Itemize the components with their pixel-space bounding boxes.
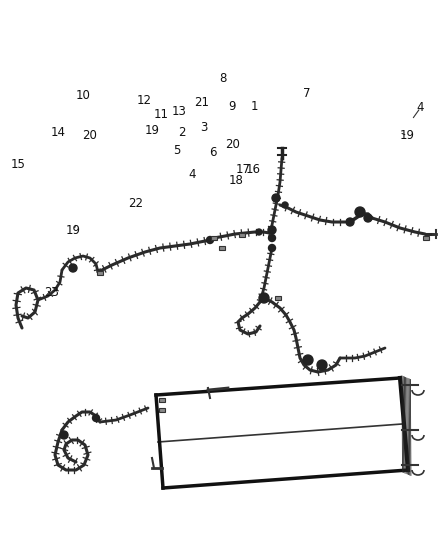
Text: 5: 5: [173, 144, 180, 157]
Circle shape: [355, 207, 365, 217]
Bar: [275, 296, 281, 300]
Text: 7: 7: [303, 87, 311, 100]
Circle shape: [364, 214, 372, 222]
Text: 23: 23: [44, 286, 59, 298]
Bar: [219, 246, 225, 250]
Circle shape: [69, 264, 77, 272]
Bar: [159, 408, 165, 412]
Circle shape: [303, 355, 313, 365]
Text: 4: 4: [417, 101, 424, 114]
Circle shape: [268, 226, 276, 234]
Text: 9: 9: [228, 100, 236, 113]
Text: 6: 6: [209, 146, 217, 159]
Text: 3: 3: [200, 122, 207, 134]
Text: 2: 2: [178, 126, 186, 139]
Circle shape: [60, 431, 68, 439]
Circle shape: [272, 194, 280, 202]
Text: 13: 13: [171, 106, 186, 118]
Text: 8: 8: [220, 72, 227, 85]
Text: 20: 20: [82, 130, 97, 142]
Circle shape: [268, 245, 276, 252]
Bar: [239, 233, 245, 237]
Bar: [423, 236, 429, 240]
Circle shape: [282, 202, 288, 208]
Text: 22: 22: [128, 197, 143, 210]
Text: 21: 21: [194, 96, 209, 109]
Text: 19: 19: [145, 124, 160, 137]
Text: 1: 1: [250, 100, 258, 113]
Bar: [211, 236, 217, 240]
Text: 19: 19: [400, 130, 415, 142]
Circle shape: [206, 237, 213, 244]
Text: 20: 20: [225, 139, 240, 151]
Text: 17: 17: [236, 163, 251, 176]
Text: 19: 19: [66, 224, 81, 237]
Bar: [97, 271, 103, 275]
Text: 14: 14: [50, 126, 65, 139]
Circle shape: [268, 235, 276, 241]
Text: 18: 18: [228, 174, 243, 187]
Circle shape: [346, 218, 354, 226]
Text: 10: 10: [76, 90, 91, 102]
Bar: [159, 398, 165, 402]
Circle shape: [317, 360, 327, 370]
Circle shape: [259, 293, 269, 303]
Text: 16: 16: [246, 163, 261, 176]
Text: 12: 12: [137, 94, 152, 107]
Text: 11: 11: [154, 108, 169, 121]
Text: 4: 4: [188, 168, 196, 181]
Circle shape: [92, 415, 99, 422]
Circle shape: [256, 229, 262, 235]
Text: 15: 15: [11, 158, 26, 171]
